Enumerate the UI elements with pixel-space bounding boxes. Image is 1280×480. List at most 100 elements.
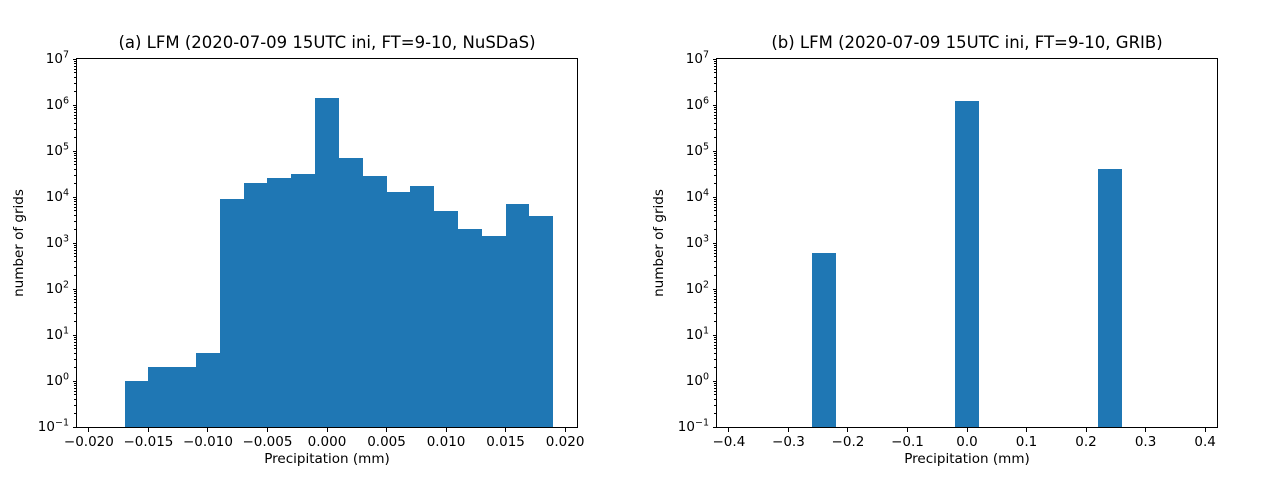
panel-a-x-axis-label: Precipitation (mm) — [264, 451, 390, 467]
y-major-tick — [712, 334, 716, 336]
y-minor-tick — [74, 358, 76, 360]
y-minor-tick — [714, 320, 716, 322]
y-minor-tick — [714, 341, 716, 343]
y-minor-tick — [74, 292, 76, 294]
y-minor-tick — [714, 198, 716, 200]
y-minor-tick — [714, 306, 716, 308]
y-minor-tick — [714, 336, 716, 338]
y-minor-tick — [74, 157, 76, 159]
x-tick-label: 0.1 — [1015, 434, 1038, 450]
y-minor-tick — [714, 164, 716, 166]
y-minor-tick — [714, 122, 716, 124]
histogram-bar — [196, 353, 220, 427]
y-minor-tick — [74, 244, 76, 246]
x-tick-label: 0.2 — [1075, 434, 1097, 450]
y-major-tick — [712, 196, 716, 198]
y-minor-tick — [714, 203, 716, 205]
histogram-bar — [529, 215, 554, 427]
y-minor-tick — [74, 312, 76, 314]
y-minor-tick — [74, 266, 76, 268]
y-tick-label: 104 — [45, 187, 69, 205]
y-tick-label: 107 — [45, 49, 69, 67]
panel-a-title: (a) LFM (2020-07-09 15UTC ini, FT=9-10, … — [118, 33, 536, 52]
y-tick-label: 100 — [685, 371, 709, 389]
y-minor-tick — [714, 152, 716, 154]
y-minor-tick — [714, 394, 716, 396]
y-minor-tick — [74, 320, 76, 322]
y-minor-tick — [74, 274, 76, 276]
x-tick-label: 0.015 — [486, 434, 525, 450]
y-minor-tick — [714, 298, 716, 300]
x-tick-label: 0.010 — [426, 434, 466, 450]
x-tick-label: −0.020 — [63, 434, 114, 450]
y-minor-tick — [74, 256, 76, 258]
x-tick — [966, 428, 968, 432]
y-minor-tick — [714, 292, 716, 294]
y-tick-label: 102 — [45, 279, 69, 297]
y-tick-label: 102 — [685, 279, 709, 297]
y-minor-tick — [714, 65, 716, 67]
x-tick — [728, 428, 730, 432]
x-tick-label: 0.0 — [956, 434, 978, 450]
y-minor-tick — [74, 252, 76, 254]
x-tick-label: 0.020 — [545, 434, 585, 450]
y-minor-tick — [74, 174, 76, 176]
y-tick-label: 100 — [45, 371, 69, 389]
y-major-tick — [72, 58, 76, 60]
y-tick-label: 106 — [45, 95, 69, 113]
y-minor-tick — [74, 214, 76, 216]
y-tick-label: 106 — [685, 95, 709, 113]
y-tick-label: 103 — [45, 233, 69, 251]
y-minor-tick — [714, 200, 716, 202]
x-tick — [445, 428, 447, 432]
y-minor-tick — [74, 290, 76, 292]
y-minor-tick — [74, 203, 76, 205]
y-minor-tick — [74, 118, 76, 120]
y-major-tick — [72, 196, 76, 198]
y-minor-tick — [714, 352, 716, 354]
y-minor-tick — [74, 72, 76, 74]
y-minor-tick — [714, 338, 716, 340]
y-minor-tick — [714, 344, 716, 346]
histogram-bar — [410, 186, 435, 427]
y-minor-tick — [74, 390, 76, 392]
x-tick-label: −0.4 — [712, 434, 746, 450]
y-major-tick — [72, 150, 76, 152]
y-minor-tick — [74, 387, 76, 389]
y-minor-tick — [714, 72, 716, 74]
y-minor-tick — [714, 274, 716, 276]
y-minor-tick — [714, 404, 716, 406]
y-minor-tick — [714, 256, 716, 258]
panel-a-plot-area: 107 106 105 104 103 102 101 100 10−1 −0.020 −0.015… — [38, 50, 585, 450]
y-minor-tick — [714, 384, 716, 386]
y-minor-tick — [714, 82, 716, 84]
y-minor-tick — [74, 220, 76, 222]
y-minor-tick — [74, 65, 76, 67]
x-tick-label: −0.3 — [772, 434, 805, 450]
y-minor-tick — [714, 160, 716, 162]
y-tick-label: 105 — [45, 141, 69, 159]
y-minor-tick — [714, 108, 716, 110]
y-minor-tick — [74, 160, 76, 162]
y-minor-tick — [74, 412, 76, 414]
y-minor-tick — [74, 260, 76, 262]
x-tick-label: 0.3 — [1134, 434, 1157, 450]
y-tick-label: 10−1 — [37, 417, 69, 435]
y-minor-tick — [714, 128, 716, 130]
histogram-bar — [219, 199, 244, 427]
y-major-tick — [712, 242, 716, 244]
y-minor-tick — [74, 108, 76, 110]
x-tick — [1085, 428, 1087, 432]
histogram-bar — [148, 367, 173, 427]
y-minor-tick — [714, 76, 716, 78]
histogram-bar — [172, 367, 197, 427]
y-minor-tick — [714, 111, 716, 113]
y-minor-tick — [714, 290, 716, 292]
y-minor-tick — [74, 341, 76, 343]
x-tick-label: −0.015 — [123, 434, 174, 450]
y-minor-tick — [74, 344, 76, 346]
x-tick — [1145, 428, 1147, 432]
y-minor-tick — [714, 206, 716, 208]
y-minor-tick — [714, 228, 716, 230]
y-minor-tick — [714, 220, 716, 222]
